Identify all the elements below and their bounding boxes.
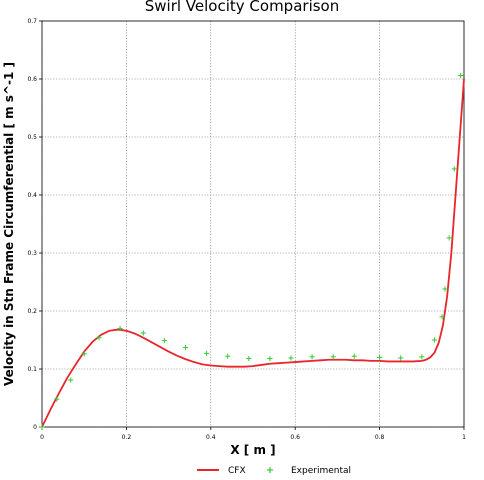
data-point-experimental — [140, 330, 146, 336]
x-axis-ticks: 0 0.2 0.4 0.6 0.8 1 — [40, 427, 466, 441]
data-point-experimental — [267, 355, 273, 362]
data-point-experimental — [81, 351, 87, 357]
y-tick-label: 0.1 — [27, 366, 37, 373]
chart-title: Swirl Velocity Comparison — [145, 0, 339, 15]
data-point-experimental — [442, 286, 448, 292]
x-tick-label: 0.6 — [290, 434, 300, 441]
y-tick-label: 0.2 — [27, 308, 37, 315]
x-tick-label: 0.8 — [375, 434, 385, 441]
x-tick-label: 0.2 — [122, 434, 132, 441]
data-point-experimental — [451, 166, 457, 172]
data-point-experimental — [117, 325, 123, 331]
plot-frame — [41, 20, 465, 428]
legend: CFX Experimental — [197, 466, 351, 476]
y-tick-label: 0 — [33, 424, 37, 431]
x-tick-label: 1 — [462, 434, 466, 441]
x-axis-label: X [ m ] — [230, 443, 275, 457]
y-axis-ticks: 0 0.1 0.2 0.3 0.4 0.5 0.6 0.7 — [27, 18, 42, 431]
y-tick-label: 0.5 — [27, 134, 37, 141]
data-point-experimental — [288, 355, 294, 361]
data-point-experimental — [309, 354, 315, 360]
data-point-experimental — [182, 344, 189, 351]
x-tick-label: 0 — [40, 434, 44, 441]
data-point-experimental — [54, 396, 60, 402]
y-tick-label: 0.6 — [27, 76, 37, 83]
data-point-experimental — [351, 353, 357, 359]
data-point-experimental — [439, 314, 445, 320]
data-point-experimental — [96, 335, 102, 341]
y-tick-label: 0.7 — [27, 18, 37, 25]
data-point-experimental — [419, 354, 425, 360]
data-point-experimental — [330, 354, 336, 360]
y-axis-label: Velocity in Stn Frame Circumferential [ … — [2, 62, 16, 386]
y-tick-label: 0.3 — [27, 250, 37, 257]
data-point-experimental — [458, 72, 464, 79]
data-point-experimental — [68, 377, 74, 383]
legend-label-cfx: CFX — [228, 466, 246, 476]
data-point-experimental — [377, 354, 383, 360]
series-line-cfx — [41, 78, 465, 428]
data-point-experimental — [39, 424, 45, 430]
data-point-experimental — [446, 235, 452, 241]
series-layer — [39, 72, 465, 430]
y-tick-label: 0.4 — [27, 192, 37, 199]
data-point-experimental — [225, 353, 231, 359]
data-point-experimental — [246, 355, 252, 362]
x-tick-label: 0.4 — [206, 434, 216, 441]
legend-swatch-experimental — [267, 467, 273, 473]
data-point-experimental — [203, 350, 210, 356]
legend-label-experimental: Experimental — [291, 466, 351, 476]
data-point-experimental — [398, 355, 404, 361]
data-point-experimental — [161, 337, 167, 344]
data-point-experimental — [431, 337, 438, 343]
